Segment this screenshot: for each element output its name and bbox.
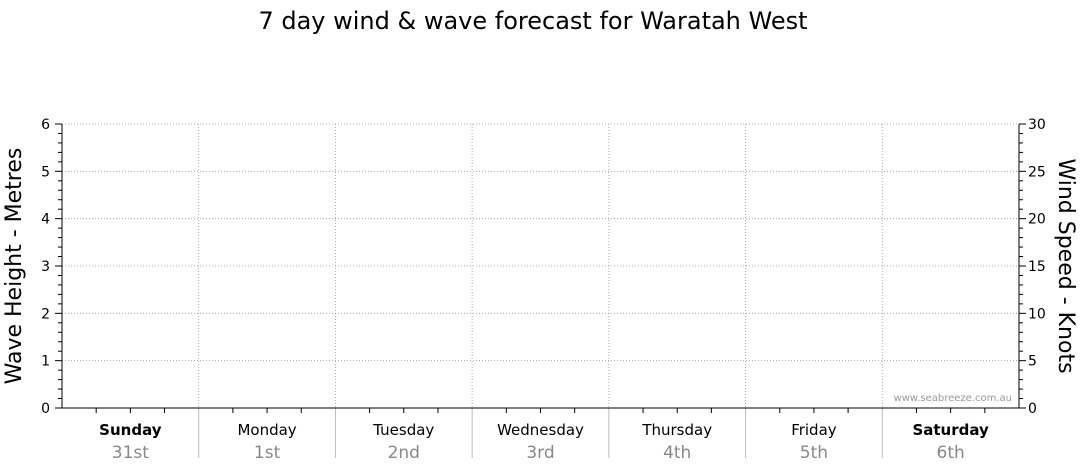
chart-title: 7 day wind & wave forecast for Waratah W… <box>258 7 807 35</box>
day-name-label: Sunday <box>99 421 162 439</box>
day-date-label: 6th <box>937 443 965 463</box>
right-tick-label: 25 <box>1028 164 1046 180</box>
right-tick-label: 0 <box>1028 401 1037 417</box>
day-labels: Sunday 31st Monday 1st Tuesday 2nd Wednesday 3r… <box>99 421 989 463</box>
day-date-label: 5th <box>800 443 828 463</box>
left-axis-label: Wave Height - Metres <box>2 148 27 385</box>
left-tick-label: 2 <box>41 306 50 322</box>
day-date-label: 2nd <box>388 443 420 463</box>
day-date-label: 3rd <box>526 443 554 463</box>
left-axis-ticks: 0 1 2 3 4 5 6 <box>41 117 62 417</box>
day-date-label: 4th <box>663 443 691 463</box>
grid <box>62 123 1019 458</box>
day-name-label: Monday <box>237 421 296 439</box>
left-tick-label: 4 <box>41 212 50 228</box>
day-name-label: Thursday <box>641 421 712 439</box>
right-tick-label: 5 <box>1028 354 1037 370</box>
day-date-label: 1st <box>254 443 281 463</box>
axes <box>61 124 1020 413</box>
right-axis-label: Wind Speed - Knots <box>1053 158 1078 373</box>
watermark: www.seabreeze.com.au <box>894 393 1012 404</box>
left-tick-label: 3 <box>41 259 50 275</box>
day-name-label: Wednesday <box>497 421 584 439</box>
right-tick-label: 15 <box>1028 259 1046 275</box>
left-tick-label: 6 <box>41 117 50 133</box>
day-name-label: Saturday <box>912 421 989 439</box>
right-tick-label: 30 <box>1028 117 1046 133</box>
left-tick-label: 1 <box>41 354 50 370</box>
day-name-label: Tuesday <box>372 421 434 439</box>
right-axis-ticks: 0 5 10 15 20 25 30 <box>1019 117 1046 417</box>
right-tick-label: 20 <box>1028 212 1046 228</box>
left-tick-label: 5 <box>41 164 50 180</box>
day-name-label: Friday <box>791 421 837 439</box>
day-date-label: 31st <box>112 443 149 463</box>
left-tick-label: 0 <box>41 401 50 417</box>
right-tick-label: 10 <box>1028 306 1046 322</box>
